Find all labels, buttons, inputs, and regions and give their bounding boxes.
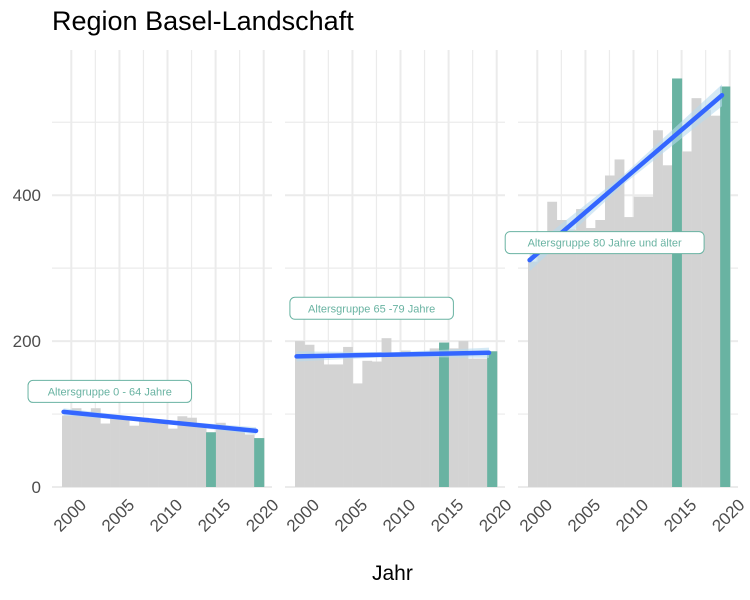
bar [556, 220, 567, 488]
bar [633, 196, 644, 487]
bar [244, 434, 255, 487]
bar [585, 228, 596, 487]
bar [362, 360, 373, 487]
bar [235, 428, 245, 487]
chart-title: Region Basel-Landschaft [52, 6, 354, 36]
bar [110, 415, 120, 487]
bar [691, 98, 702, 487]
panel-label-layer: Altersgruppe 0 - 64 Jahre Altersgruppe 65… [27, 231, 705, 403]
bar [400, 350, 411, 487]
bar [196, 424, 207, 487]
trend-line [61, 409, 259, 434]
highlight-bar [720, 86, 731, 487]
panel-label: Altersgruppe 80 Jahre und älter [528, 238, 682, 250]
bar [468, 358, 478, 487]
bar [604, 175, 615, 488]
bar [215, 422, 226, 487]
bar [576, 209, 586, 488]
bar [314, 354, 325, 487]
bar [653, 130, 663, 487]
bar [62, 415, 72, 487]
highlight-bar [439, 342, 450, 487]
x-tick-label: 2010 [379, 495, 419, 535]
bar [158, 422, 169, 487]
x-tick-label: 2000 [283, 495, 323, 535]
bar [100, 423, 111, 487]
highlight-bar [254, 438, 265, 487]
x-axis-label: Jahr [372, 562, 413, 585]
bar [614, 159, 625, 487]
bar [528, 261, 538, 487]
bar [304, 344, 315, 487]
panel-label-box [27, 379, 193, 403]
bar [119, 416, 130, 487]
bar [662, 165, 673, 487]
bar [81, 412, 92, 487]
bar [391, 352, 402, 487]
panel-label-box [504, 231, 705, 255]
bar [343, 346, 353, 487]
panel-label-box [289, 296, 454, 320]
y-tick-label: 200 [13, 332, 41, 351]
bar [547, 201, 558, 487]
x-tick-label: 2005 [331, 495, 371, 535]
x-tick-label: 2005 [98, 495, 138, 535]
bar [148, 422, 159, 487]
y-tick-label: 0 [32, 478, 41, 497]
bar [448, 348, 459, 487]
bars-layer [62, 78, 731, 488]
y-tick-label: 400 [13, 186, 41, 205]
bar [352, 383, 363, 487]
x-tick-label: 2020 [242, 495, 282, 535]
x-tick-label: 2020 [708, 495, 748, 535]
bar [333, 364, 344, 487]
bar [710, 115, 721, 487]
highlight-bar [206, 432, 217, 487]
bar [323, 364, 334, 487]
bar [537, 251, 548, 487]
bar [420, 353, 430, 487]
bar [167, 428, 178, 487]
x-tick-label: 2005 [564, 495, 604, 535]
bar [701, 109, 711, 487]
highlight-bar [487, 351, 498, 487]
bar [371, 361, 382, 487]
panel-label: Altersgruppe 65 -79 Jahre [308, 303, 435, 315]
bar [295, 341, 305, 487]
bar [429, 348, 440, 487]
panel-label: Altersgruppe 0 - 64 Jahre [48, 386, 172, 398]
trend-line [294, 350, 492, 359]
bar [177, 416, 188, 487]
bar [90, 408, 101, 487]
bar [138, 417, 149, 487]
bar [477, 358, 488, 487]
bar [458, 341, 469, 487]
x-tick-label: 2000 [516, 495, 556, 535]
bar [225, 430, 236, 487]
bar [595, 220, 606, 488]
x-tick-label: 2010 [146, 495, 186, 535]
x-tick-label: 2015 [194, 495, 234, 535]
bar [187, 417, 197, 487]
x-tick-label: 2010 [612, 495, 652, 535]
bar [566, 229, 577, 487]
bar [624, 217, 635, 487]
highlight-bar [672, 78, 683, 487]
bar [681, 151, 692, 487]
x-tick-label: 2000 [50, 495, 90, 535]
bar [71, 408, 82, 487]
bar [643, 196, 654, 487]
x-tick-label: 2020 [475, 495, 515, 535]
bar [129, 425, 140, 487]
x-tick-label: 2015 [427, 495, 467, 535]
bar [381, 338, 392, 487]
bar [410, 355, 421, 487]
x-tick-label: 2015 [660, 495, 700, 535]
